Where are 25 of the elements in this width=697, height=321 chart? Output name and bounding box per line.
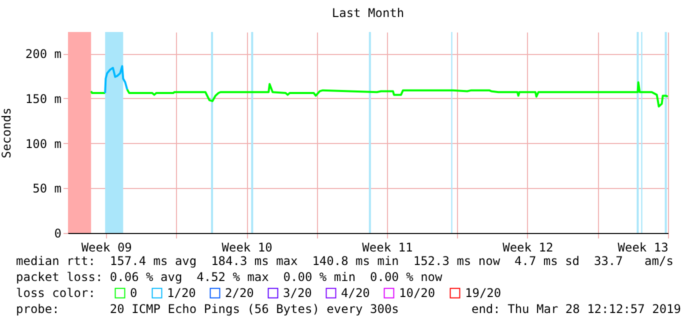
legend-label: 4/20 [341,286,370,300]
legend-label: 19/20 [465,286,502,300]
line-series [104,65,128,94]
text: median rtt: 157.4 ms avg 184.3 ms max 140.8 ms min 152.3 ms now 4.7 ms sd 33.7 am/s [16,254,674,268]
legend-title: loss color: [16,286,96,300]
y-tick-label: 0 [54,226,62,240]
legend-label: 10/20 [399,286,436,300]
y-tick-label: 150 m [25,92,62,106]
legend-label: 2/20 [225,286,254,300]
chart-title: Last Month [332,6,404,20]
x-tick-label: Week 11 [362,240,413,254]
y-tick-label: 50 m [32,182,62,196]
y-axis-title: Seconds [0,108,14,158]
x-tick-label: Week 12 [502,240,554,254]
y-tick-label: 100 m [25,136,62,151]
legend-label: 3/20 [283,286,312,300]
y-tick-label: 200 m [25,47,62,62]
text: end: Thu Mar 28 12:12:57 2019 [471,302,681,316]
text: probe: 20 ICMP Echo Pings (56 Bytes) every 300s [16,302,399,316]
text: packet loss: 0.06 % avg 4.52 % max 0.00 % min 0.00 % now [16,270,444,284]
x-tick-label: Week 09 [81,240,132,254]
legend-label: 1/20 [167,286,196,300]
legend-label: 0 [130,286,138,300]
x-tick-label: Week 10 [222,240,272,254]
x-tick-label: Week 13 [618,240,668,254]
